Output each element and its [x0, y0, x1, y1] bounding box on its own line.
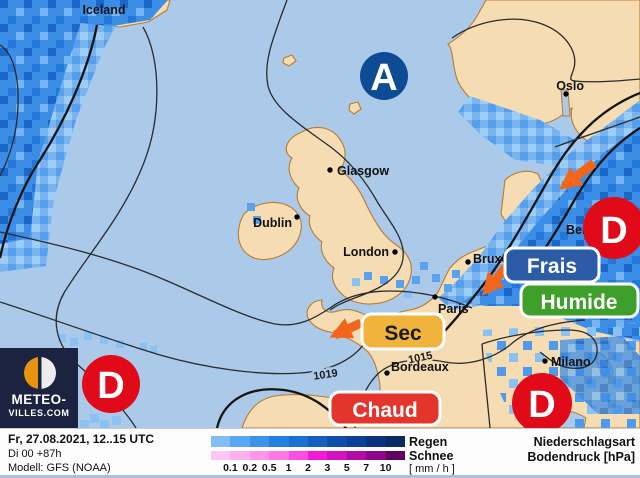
footer-bar: Fr, 27.08.2021, 12..15 UTC Di 00 +87h Mo…	[0, 428, 640, 478]
legend-tick-labels: 0.1 0.2 0.5 1 2 3 5 7 10	[211, 462, 405, 476]
snow-color-scale	[211, 451, 406, 460]
legend-segment	[327, 436, 347, 447]
legend-segment	[346, 436, 367, 447]
city-dot	[542, 358, 548, 364]
legend-tick: 0.1	[223, 462, 238, 474]
city-label: Dublin	[253, 216, 292, 230]
legend-segment	[366, 436, 386, 447]
model-run-offset: Di 00 +87h	[8, 448, 62, 460]
rain-color-scale	[211, 436, 406, 447]
rain-label: Regen	[409, 435, 448, 449]
legend-segment	[211, 451, 231, 460]
tag-sec-label: Sec	[384, 322, 422, 345]
city-glasgow: Glasgow	[327, 164, 389, 178]
city-label: Milano	[551, 355, 591, 369]
city-dot	[563, 91, 569, 97]
high-pressure-symbol	[360, 52, 408, 100]
scattered-light	[58, 278, 412, 428]
pressure-unit-label: Bodendruck [hPa]	[527, 450, 635, 464]
tag-humide: Humide	[519, 282, 640, 319]
city-label-iceland: Iceland	[82, 3, 125, 17]
city-dot	[294, 214, 300, 220]
low-pressure-letter: D	[600, 210, 627, 252]
city-label: Glasgow	[337, 164, 389, 178]
legend-segment	[288, 436, 309, 447]
sun-moon-icon	[24, 357, 56, 389]
low-pressure-letter: D	[97, 365, 124, 407]
city-oslo: Oslo	[556, 79, 584, 97]
map-type-label: Niederschlagsart	[533, 435, 635, 449]
legend-unit: [ mm / h ]	[409, 463, 455, 475]
city-paris: Paris	[432, 294, 469, 316]
legend-segment	[211, 436, 231, 447]
tag-frais-label: Frais	[527, 255, 577, 278]
low-pressure-symbol-alps	[512, 373, 572, 428]
legend-tick: 0.5	[261, 462, 277, 474]
legend-segment	[385, 436, 406, 447]
snow-label: Schnee	[409, 449, 454, 463]
tag-chaud-label: Chaud	[352, 399, 417, 422]
legend-tick: 0.2	[242, 462, 258, 474]
legend-tick: 10	[379, 462, 392, 474]
city-label: Paris	[438, 302, 469, 316]
legend-segment	[308, 436, 328, 447]
legend-tick: 3	[324, 462, 331, 474]
arrow-dry-flow-west	[329, 318, 363, 340]
legend-segment	[230, 436, 250, 447]
city-milano: Milano	[542, 355, 591, 369]
city-dot	[384, 370, 390, 376]
legend-segment	[230, 451, 250, 460]
legend-tick: 7	[363, 462, 370, 474]
pressure-centres: A D D D	[82, 52, 640, 428]
city-dot	[392, 249, 398, 255]
city-dot	[465, 259, 471, 265]
tag-frais: Frais	[503, 246, 601, 284]
city-dublin: Dublin	[253, 214, 300, 230]
legend-segment	[249, 436, 270, 447]
legend-segment	[308, 451, 328, 460]
city-bordeaux: Bordeaux	[384, 360, 449, 376]
map-canvas: 1019 1015 Iceland Berlin Oslo Glasgow Du…	[0, 0, 640, 428]
surface-pressure-map: 1019 1015 Iceland Berlin Oslo Glasgow Du…	[0, 0, 640, 428]
city-label: Bordeaux	[391, 360, 449, 374]
legend-tick: 2	[305, 462, 311, 474]
low-pressure-symbol-atlantic	[82, 355, 140, 413]
logo-line2: VILLES.COM	[8, 408, 70, 418]
low-pressure-symbol-baltic	[583, 197, 640, 259]
legend-segment	[346, 451, 367, 460]
model-name: Modell: GFS (NOAA)	[8, 462, 111, 474]
tag-chaud: Chaud	[328, 390, 442, 427]
city-dot	[327, 167, 333, 173]
city-label: Oslo	[556, 79, 584, 93]
city-label: London	[343, 245, 389, 259]
meteo-villes-logo: METEO- VILLES.COM	[0, 348, 78, 428]
high-pressure-letter: A	[370, 57, 397, 99]
legend-segment	[269, 436, 289, 447]
legend-segment	[385, 451, 406, 460]
isobars	[0, 0, 640, 428]
precipitation-legend: 0.1 0.2 0.5 1 2 3 5 7 10	[211, 429, 406, 478]
tag-humide-label: Humide	[540, 291, 617, 314]
city-dot	[432, 294, 438, 300]
legend-segment	[288, 451, 309, 460]
land-great-britain	[285, 126, 412, 305]
logo-line1: METEO-	[11, 392, 67, 407]
land-shetland	[348, 101, 362, 115]
sea-oslofjord	[560, 89, 571, 117]
scattered-showers	[247, 203, 460, 292]
city-london: London	[343, 245, 398, 259]
arrow-cool-flow-north	[559, 159, 597, 190]
airmass-tags: Frais Humide Sec Chaud	[328, 246, 640, 427]
land-faroe	[282, 54, 297, 67]
legend-tick: 1	[285, 462, 292, 474]
legend-segment	[269, 451, 289, 460]
legend-segment	[366, 451, 386, 460]
legend-tick: 5	[343, 462, 350, 474]
legend-segment	[327, 451, 347, 460]
legend-segment	[249, 451, 270, 460]
valid-datetime: Fr, 27.08.2021, 12..15 UTC	[8, 432, 155, 446]
low-pressure-letter: D	[528, 384, 555, 426]
tag-sec: Sec	[360, 312, 446, 351]
